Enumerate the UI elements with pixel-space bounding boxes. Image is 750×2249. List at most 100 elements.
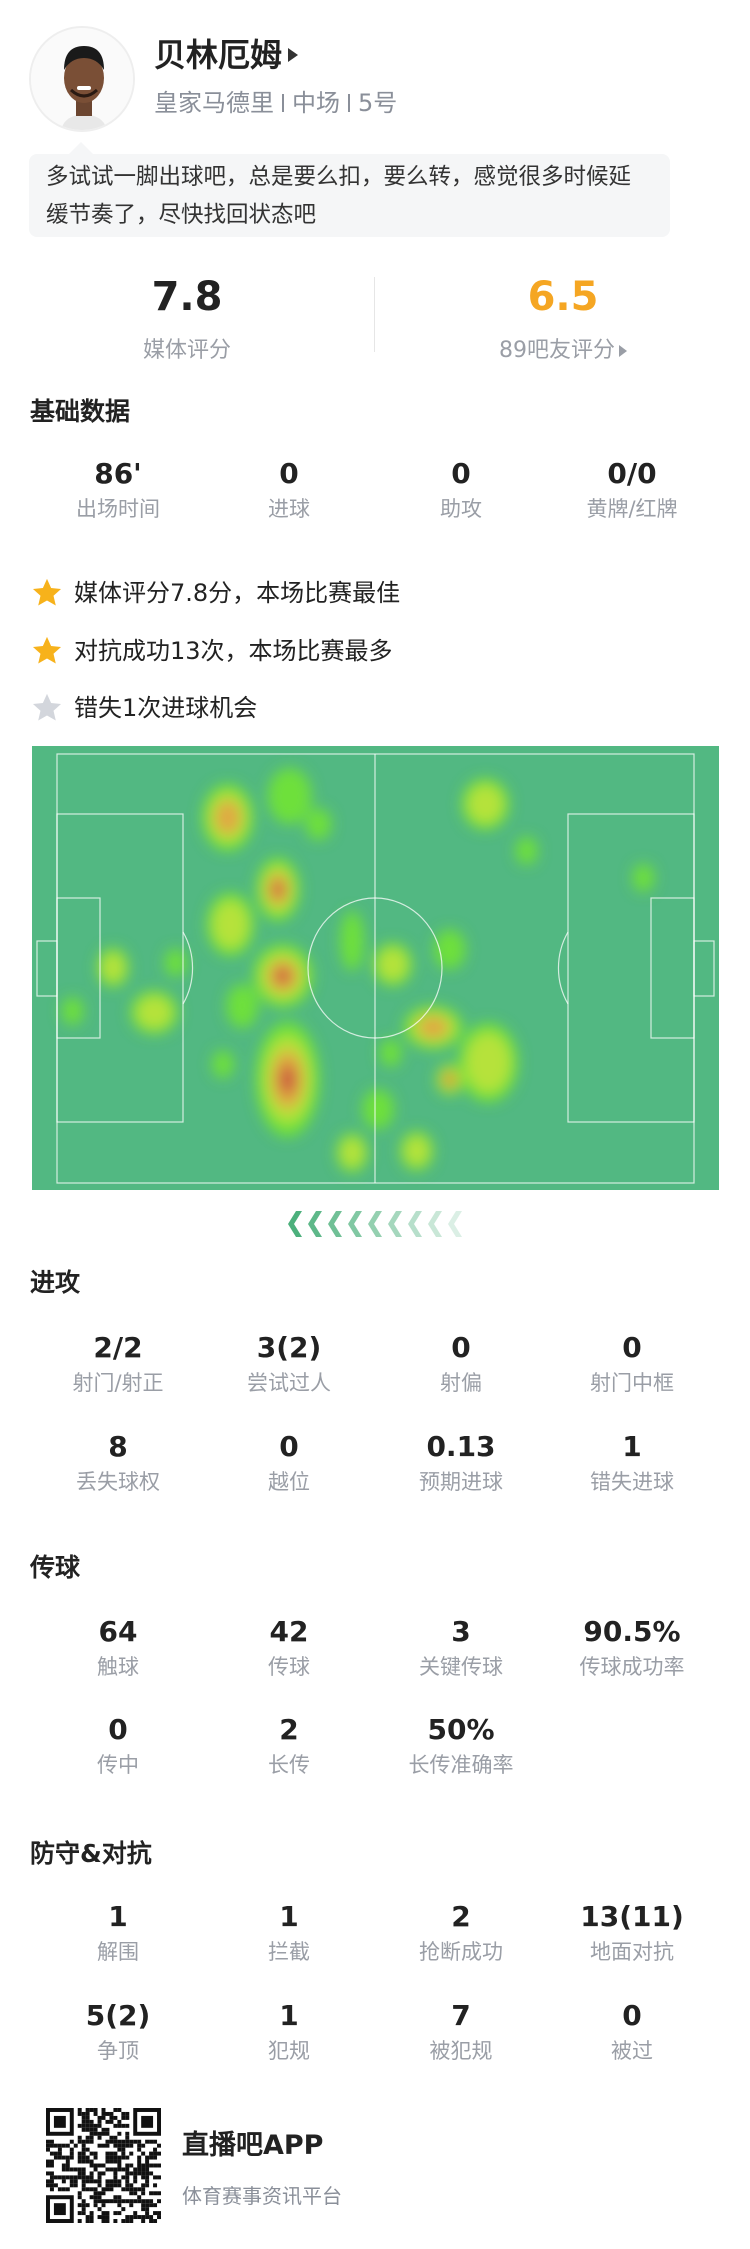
stat-value: 0 (451, 457, 471, 490)
heat-blob (272, 881, 284, 898)
stat-value: 1 (622, 1430, 642, 1463)
stat-value: 0.13 (426, 1430, 496, 1463)
chevron-left-icon (448, 1211, 462, 1237)
heat-blob (101, 952, 126, 983)
stat-attack: 0 越位 (203, 1430, 375, 1496)
stat-passing: 64 触球 (32, 1615, 204, 1681)
chevron-left-icon (408, 1211, 422, 1237)
attack-direction-arrows (288, 1211, 462, 1237)
stat-value: 0 (622, 1999, 642, 2032)
stat-value: 86' (94, 457, 142, 490)
stat-passing: 2 长传 (203, 1713, 375, 1779)
stat-passing: 0 传中 (32, 1713, 204, 1779)
player-avatar[interactable] (29, 26, 135, 132)
app-tagline: 体育赛事资讯平台 (182, 2184, 342, 2208)
stat-value: 0 (451, 1331, 471, 1364)
stat-attack: 1 错失进球 (546, 1430, 718, 1496)
stat-label: 黄牌/红牌 (586, 497, 678, 521)
heat-blob (214, 800, 241, 835)
section-title-defense: 防守&对抗 (30, 1839, 152, 1868)
stat-label: 地面对抗 (590, 1940, 674, 1964)
stat-attack: 0 射门中框 (546, 1331, 718, 1397)
stat-value: 5(2) (85, 1999, 151, 2032)
stat-label: 射门/射正 (72, 1371, 164, 1395)
stat-label: 传球 (268, 1655, 310, 1679)
stat-value: 0 (622, 1331, 642, 1364)
media-rating-value: 7.8 (151, 274, 223, 320)
section-title-attack: 进攻 (30, 1268, 81, 1297)
stat-attack: 0 射偏 (375, 1331, 547, 1397)
stat-attack: 3(2) 尝试过人 (203, 1331, 375, 1397)
stat-basic: 0 助攻 (375, 457, 547, 523)
stat-value: 0/0 (607, 457, 657, 490)
heat-blob (136, 995, 173, 1029)
qr-code[interactable] (46, 2108, 161, 2223)
stat-defense: 5(2) 争顶 (32, 1999, 204, 2065)
chevron-left-icon (308, 1211, 322, 1237)
stat-value: 13(11) (580, 1900, 684, 1933)
stat-value: 2 (279, 1713, 299, 1746)
stat-value: 8 (108, 1430, 128, 1463)
stat-value: 2/2 (93, 1331, 143, 1364)
heatmap-pitch (32, 746, 719, 1190)
stat-value: 2 (451, 1900, 471, 1933)
star-gold-icon (32, 578, 62, 606)
stat-value: 50% (427, 1713, 495, 1746)
highlight-text: 错失1次进球机会 (74, 694, 258, 722)
chevron-left-icon (288, 1211, 302, 1237)
stat-defense: 7 被犯规 (375, 1999, 547, 2065)
stat-value: 3(2) (256, 1331, 322, 1364)
pitch-lines (36, 753, 715, 1184)
chevron-left-icon (348, 1211, 362, 1237)
stat-label: 射门中框 (590, 1371, 674, 1395)
app-name: 直播吧APP (182, 2130, 324, 2161)
heat-blob (418, 1016, 449, 1039)
stat-value: 64 (98, 1615, 138, 1648)
stat-label: 预期进球 (419, 1470, 503, 1494)
chevron-left-icon (328, 1211, 342, 1237)
stat-defense: 1 解围 (32, 1900, 204, 1966)
stat-label: 长传 (268, 1753, 310, 1777)
stat-label: 触球 (97, 1655, 139, 1679)
position: 中场 (292, 89, 340, 117)
stat-value: 0 (279, 1430, 299, 1463)
heat-blob (226, 984, 259, 1029)
media-rating-label-text: 媒体评分 (142, 338, 231, 363)
highlight-item: 对抗成功13次，本场比赛最多 (30, 634, 393, 668)
player-name-link[interactable]: 贝林厄姆 (154, 34, 299, 76)
shirt-number: 5号 (358, 89, 398, 117)
heat-blob (267, 768, 312, 825)
heat-blob (305, 808, 332, 841)
fan-rating-link[interactable]: 89吧友评分 (453, 336, 673, 366)
stat-basic: 86' 出场时间 (32, 457, 204, 523)
stat-label: 抢断成功 (419, 1940, 503, 1964)
stat-basic: 0 进球 (203, 457, 375, 523)
stat-value: 3 (451, 1615, 471, 1648)
stat-attack: 8 丢失球权 (32, 1430, 204, 1496)
stat-label: 进球 (268, 497, 310, 521)
heat-blob (275, 967, 291, 984)
player-photo (31, 28, 133, 130)
stat-label: 丢失球权 (76, 1470, 160, 1494)
heat-blob (212, 900, 249, 949)
stat-label: 越位 (268, 1470, 310, 1494)
stat-passing: 90.5% 传球成功率 (546, 1615, 718, 1681)
stat-basic: 0/0 黄牌/红牌 (546, 457, 718, 523)
stat-label: 尝试过人 (247, 1371, 331, 1395)
heat-blob (446, 1075, 454, 1084)
stat-label: 长传准确率 (408, 1753, 514, 1777)
divider (282, 94, 284, 112)
stat-defense: 13(11) 地面对抗 (546, 1900, 718, 1966)
player-name: 贝林厄姆 (154, 36, 283, 74)
stat-value: 0 (279, 457, 299, 490)
stat-passing: 3 关键传球 (375, 1615, 547, 1681)
stat-label: 传球成功率 (579, 1655, 685, 1679)
heat-blob (211, 1050, 234, 1079)
chevron-left-icon (428, 1211, 442, 1237)
stat-defense: 2 抢断成功 (375, 1900, 547, 1966)
chevron-left-icon (368, 1211, 382, 1237)
stat-passing: 50% 长传准确率 (375, 1713, 547, 1779)
section-title-basic: 基础数据 (30, 397, 131, 426)
stat-label: 传中 (97, 1753, 139, 1777)
heat-blob (279, 1064, 296, 1094)
